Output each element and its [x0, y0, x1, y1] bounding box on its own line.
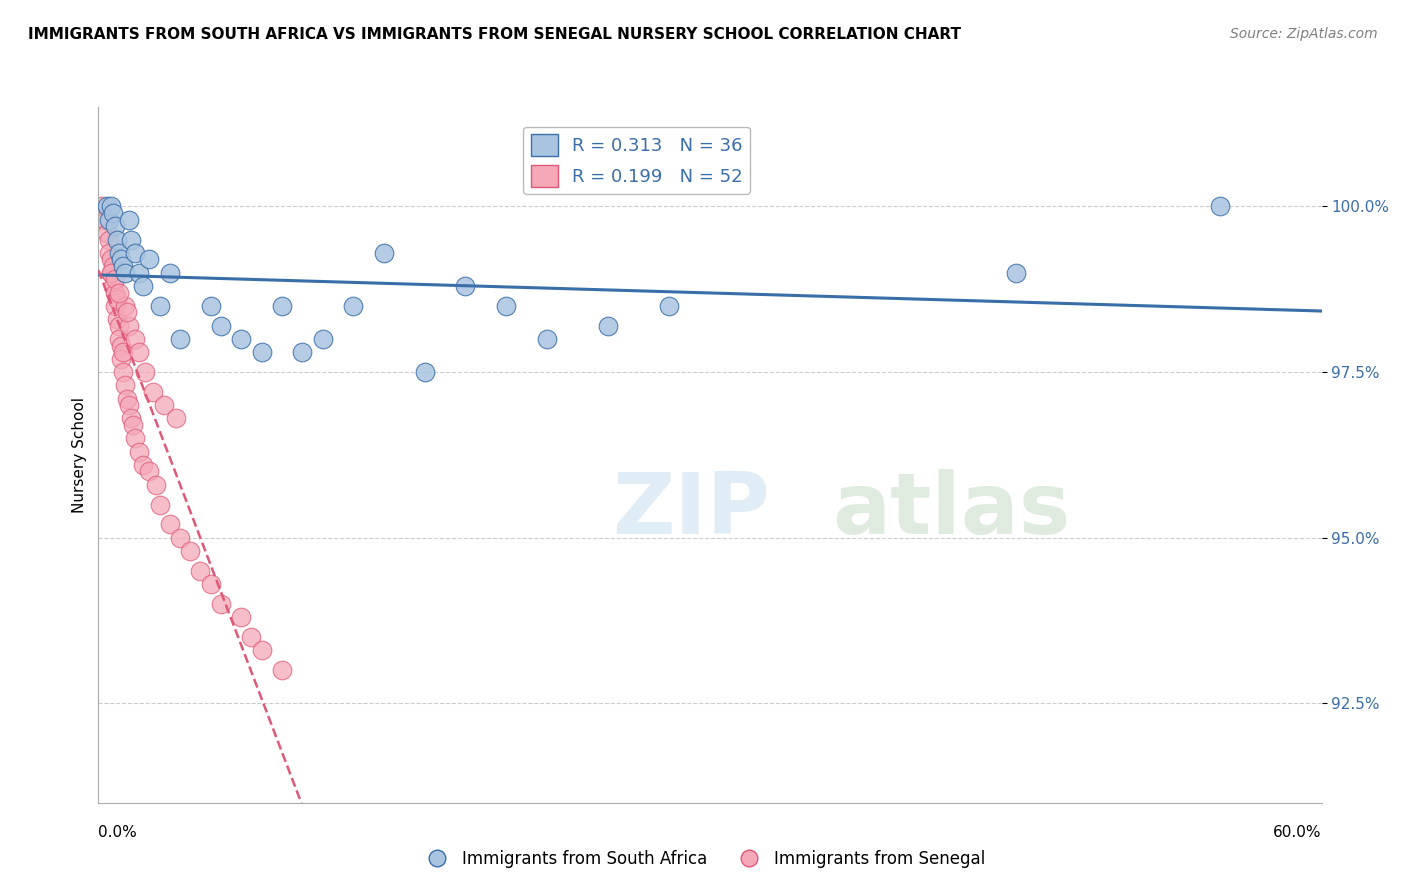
Text: 60.0%: 60.0% — [1274, 825, 1322, 840]
Point — [96, 226, 118, 240]
Point — [124, 245, 146, 260]
Point — [114, 299, 136, 313]
Point — [373, 245, 395, 260]
Point — [105, 233, 128, 247]
Point — [200, 577, 222, 591]
Point — [111, 365, 134, 379]
Point — [114, 378, 136, 392]
Point — [120, 233, 142, 247]
Point — [104, 219, 127, 234]
Y-axis label: Nursery School: Nursery School — [72, 397, 87, 513]
Point — [110, 338, 132, 352]
Point — [413, 365, 436, 379]
Point — [100, 266, 122, 280]
Text: Source: ZipAtlas.com: Source: ZipAtlas.com — [1230, 27, 1378, 41]
Point — [101, 279, 124, 293]
Text: ZIP: ZIP — [612, 469, 770, 552]
Point — [101, 259, 124, 273]
Point — [114, 266, 136, 280]
Point — [231, 610, 253, 624]
Point — [104, 285, 127, 300]
Point — [536, 332, 558, 346]
Point — [169, 332, 191, 346]
Point — [110, 351, 132, 366]
Point — [231, 332, 253, 346]
Point — [138, 252, 160, 267]
Point — [159, 266, 181, 280]
Point — [128, 266, 150, 280]
Point — [108, 245, 131, 260]
Point — [104, 299, 127, 313]
Point — [97, 212, 120, 227]
Point — [100, 252, 122, 267]
Point — [159, 517, 181, 532]
Point — [209, 318, 232, 333]
Point — [495, 299, 517, 313]
Point — [200, 299, 222, 313]
Legend: Immigrants from South Africa, Immigrants from Senegal: Immigrants from South Africa, Immigrants… — [413, 844, 993, 875]
Point — [97, 245, 120, 260]
Point — [138, 465, 160, 479]
Point — [108, 332, 131, 346]
Point — [152, 398, 174, 412]
Point — [250, 345, 273, 359]
Point — [122, 418, 145, 433]
Point — [115, 392, 138, 406]
Point — [209, 597, 232, 611]
Text: atlas: atlas — [832, 469, 1070, 552]
Point — [134, 365, 156, 379]
Point — [100, 266, 122, 280]
Point — [111, 259, 134, 273]
Point — [118, 398, 141, 412]
Point — [128, 444, 150, 458]
Point — [105, 292, 128, 306]
Text: IMMIGRANTS FROM SOUTH AFRICA VS IMMIGRANTS FROM SENEGAL NURSERY SCHOOL CORRELATI: IMMIGRANTS FROM SOUTH AFRICA VS IMMIGRAN… — [28, 27, 962, 42]
Point — [124, 332, 146, 346]
Point — [658, 299, 681, 313]
Point — [91, 199, 114, 213]
Legend: R = 0.313   N = 36, R = 0.199   N = 52: R = 0.313 N = 36, R = 0.199 N = 52 — [523, 127, 749, 194]
Point — [149, 299, 172, 313]
Point — [93, 212, 115, 227]
Point — [100, 199, 122, 213]
Point — [165, 411, 187, 425]
Point — [240, 630, 263, 644]
Point — [179, 544, 201, 558]
Point — [110, 252, 132, 267]
Point — [128, 345, 150, 359]
Text: 0.0%: 0.0% — [98, 825, 138, 840]
Point — [104, 272, 127, 286]
Point — [101, 206, 124, 220]
Point — [105, 312, 128, 326]
Point — [115, 305, 138, 319]
Point — [96, 199, 118, 213]
Point — [149, 498, 172, 512]
Point — [132, 458, 155, 472]
Point — [108, 318, 131, 333]
Point — [250, 643, 273, 657]
Point — [312, 332, 335, 346]
Point — [108, 285, 131, 300]
Point — [97, 233, 120, 247]
Point — [169, 531, 191, 545]
Point — [145, 477, 167, 491]
Point — [118, 318, 141, 333]
Point — [120, 411, 142, 425]
Point — [111, 345, 134, 359]
Point — [132, 279, 155, 293]
Point — [124, 431, 146, 445]
Point — [270, 299, 294, 313]
Point — [142, 384, 165, 399]
Point — [291, 345, 314, 359]
Point — [454, 279, 477, 293]
Point — [188, 564, 212, 578]
Point — [342, 299, 364, 313]
Point — [118, 212, 141, 227]
Point — [270, 663, 294, 677]
Point — [596, 318, 619, 333]
Point — [1004, 266, 1026, 280]
Point — [1208, 199, 1232, 213]
